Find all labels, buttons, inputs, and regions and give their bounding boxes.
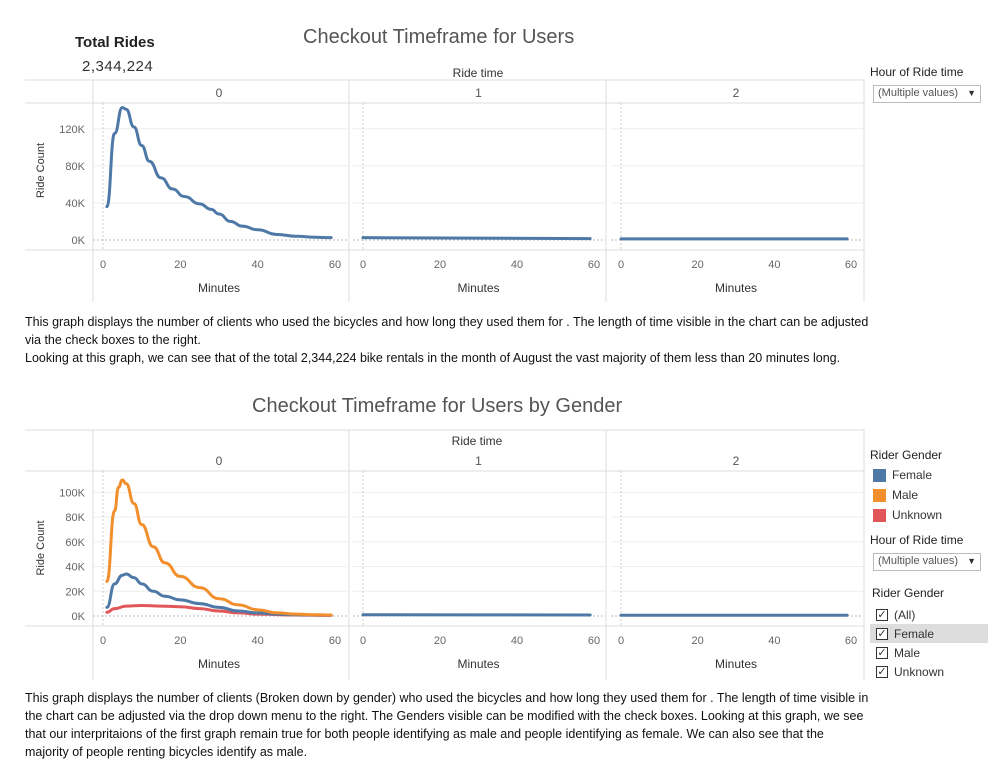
gender-filter-title: Rider Gender bbox=[872, 586, 945, 600]
y-tick-label: 80K bbox=[65, 161, 85, 173]
x-tick-label: 40 bbox=[252, 635, 264, 647]
y-tick-label: 40K bbox=[65, 198, 85, 210]
x-tick-label: 60 bbox=[329, 259, 341, 271]
legend-item-male[interactable]: Male bbox=[873, 485, 942, 505]
total-rides-value: 2,344,224 bbox=[82, 58, 154, 75]
hour-filter-dropdown-1[interactable]: (Multiple values) ▼ bbox=[873, 85, 981, 103]
checkbox-checked-icon[interactable]: ✓ bbox=[876, 627, 888, 640]
description-paragraph-1: This graph displays the number of client… bbox=[25, 313, 870, 367]
hour-filter-dropdown-2[interactable]: (Multiple values) ▼ bbox=[873, 553, 981, 571]
male-swatch bbox=[873, 488, 886, 502]
x-tick-label: 20 bbox=[434, 635, 446, 647]
description-1-line-2: Looking at this graph, we can see that o… bbox=[25, 351, 841, 365]
x-tick-label: 40 bbox=[511, 635, 523, 647]
x-tick-label: 60 bbox=[845, 635, 857, 647]
x-axis-label: Minutes bbox=[457, 281, 499, 295]
hour-filter-value-2: (Multiple values) bbox=[878, 555, 959, 567]
legend-label-female: Female bbox=[892, 468, 933, 482]
gender-option-all[interactable]: ✓ (All) bbox=[870, 605, 988, 624]
series-line-male-panel-0[interactable] bbox=[105, 478, 333, 617]
facet-panel-label: 2 bbox=[733, 454, 740, 468]
x-tick-label: 40 bbox=[768, 635, 780, 647]
gender-legend: Female Male Unknown bbox=[873, 465, 942, 525]
gender-option-label: Male bbox=[894, 645, 921, 660]
x-tick-label: 0 bbox=[100, 259, 106, 271]
gender-option-male[interactable]: ✓ Male bbox=[870, 643, 988, 662]
x-tick-label: 60 bbox=[845, 259, 857, 271]
x-tick-label: 40 bbox=[768, 259, 780, 271]
description-paragraph-2: This graph displays the number of client… bbox=[25, 689, 870, 761]
description-1-line-1: This graph displays the number of client… bbox=[25, 315, 869, 347]
gender-option-female[interactable]: ✓ Female bbox=[870, 624, 988, 643]
y-tick-label: 0K bbox=[72, 611, 86, 623]
y-axis-label: Ride Count bbox=[35, 520, 47, 575]
facet-header-label: Ride time bbox=[452, 434, 503, 448]
chevron-down-icon: ▼ bbox=[967, 88, 976, 98]
y-tick-label: 60K bbox=[65, 537, 85, 549]
x-tick-label: 20 bbox=[692, 635, 704, 647]
legend-label-male: Male bbox=[892, 488, 919, 502]
gender-option-label: (All) bbox=[894, 607, 916, 622]
facet-panel-label: 0 bbox=[216, 86, 223, 100]
chevron-down-icon: ▼ bbox=[967, 556, 976, 566]
x-tick-label: 60 bbox=[329, 635, 341, 647]
x-tick-label: 0 bbox=[100, 635, 106, 647]
checkbox-checked-icon[interactable]: ✓ bbox=[876, 608, 888, 621]
x-tick-label: 0 bbox=[360, 635, 366, 647]
x-axis-label: Minutes bbox=[198, 281, 240, 295]
female-swatch bbox=[873, 468, 886, 482]
facet-panel-label: 1 bbox=[475, 454, 482, 468]
x-tick-label: 40 bbox=[511, 259, 523, 271]
legend-item-female[interactable]: Female bbox=[873, 465, 942, 485]
x-axis-label: Minutes bbox=[715, 657, 757, 671]
series-line-female-panel-0[interactable] bbox=[105, 572, 333, 617]
y-tick-label: 0K bbox=[72, 235, 86, 247]
x-tick-label: 20 bbox=[692, 259, 704, 271]
x-axis-label: Minutes bbox=[198, 657, 240, 671]
chart1-title: Checkout Timeframe for Users bbox=[303, 26, 575, 48]
gender-filter-list: ✓ (All) ✓ Female ✓ Male ✓ Unknown bbox=[870, 605, 988, 681]
gender-option-label: Female bbox=[894, 626, 935, 641]
y-tick-label: 100K bbox=[59, 487, 85, 499]
y-tick-label: 40K bbox=[65, 562, 85, 574]
y-tick-label: 80K bbox=[65, 512, 85, 524]
facet-panel-label: 1 bbox=[475, 86, 482, 100]
x-tick-label: 20 bbox=[174, 635, 186, 647]
total-rides-title: Total Rides bbox=[75, 34, 155, 51]
x-tick-label: 20 bbox=[434, 259, 446, 271]
facet-panel-label: 2 bbox=[733, 86, 740, 100]
checkbox-checked-icon[interactable]: ✓ bbox=[876, 646, 888, 659]
y-axis-label: Ride Count bbox=[35, 143, 47, 198]
filter2-title: Hour of Ride time bbox=[870, 533, 964, 547]
gender-option-label: Unknown bbox=[894, 664, 945, 679]
x-axis-label: Minutes bbox=[457, 657, 499, 671]
x-tick-label: 60 bbox=[588, 259, 600, 271]
x-axis-label: Minutes bbox=[715, 281, 757, 295]
filter1-title: Hour of Ride time bbox=[870, 65, 964, 79]
unknown-swatch bbox=[873, 508, 886, 522]
legend-item-unknown[interactable]: Unknown bbox=[873, 505, 942, 525]
chart2-plot[interactable]: Ride time Ride Count 100K 80K 60K 40K 20K 0K 0 0 2… bbox=[0, 380, 870, 685]
x-tick-label: 40 bbox=[252, 259, 264, 271]
y-tick-label: 20K bbox=[65, 586, 85, 598]
chart2-title: Checkout Timeframe for Users by Gender bbox=[252, 395, 623, 417]
y-tick-label: 120K bbox=[59, 124, 85, 136]
description-2-text: This graph displays the number of client… bbox=[25, 691, 869, 759]
facet-header-label: Ride time bbox=[453, 66, 504, 80]
x-tick-label: 20 bbox=[174, 259, 186, 271]
series-line-rides-panel-0[interactable] bbox=[105, 105, 333, 240]
x-tick-label: 60 bbox=[588, 635, 600, 647]
x-tick-label: 0 bbox=[360, 259, 366, 271]
hour-filter-value-1: (Multiple values) bbox=[878, 87, 959, 99]
x-tick-label: 0 bbox=[618, 635, 624, 647]
gender-option-unknown[interactable]: ✓ Unknown bbox=[870, 662, 988, 681]
gender-legend-title: Rider Gender bbox=[870, 448, 943, 462]
facet-panel-label: 0 bbox=[216, 454, 223, 468]
series-line-rides-panel-1[interactable] bbox=[361, 236, 592, 241]
x-tick-label: 0 bbox=[618, 259, 624, 271]
legend-label-unknown: Unknown bbox=[892, 508, 943, 522]
checkbox-checked-icon[interactable]: ✓ bbox=[876, 665, 888, 678]
